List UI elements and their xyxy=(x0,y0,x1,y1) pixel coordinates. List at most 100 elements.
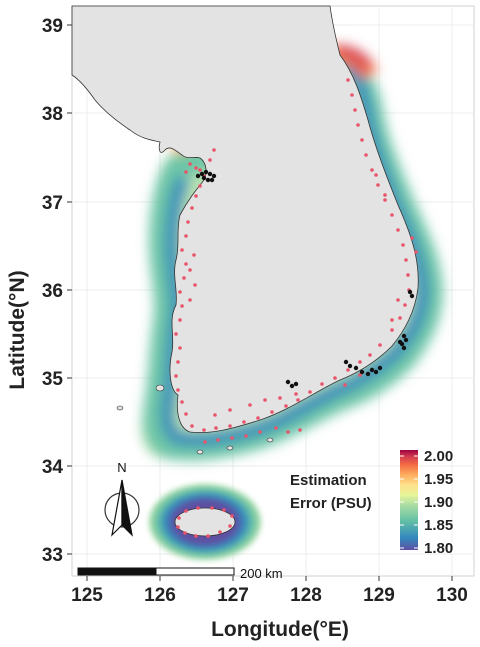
black-station-point xyxy=(401,345,407,351)
red-station-point xyxy=(308,390,312,394)
korean-peninsula-land xyxy=(71,5,419,434)
red-station-point xyxy=(188,162,192,166)
red-station-point xyxy=(390,328,394,332)
black-station-point xyxy=(409,293,415,299)
black-station-point xyxy=(203,169,209,175)
red-station-point xyxy=(176,360,180,364)
red-station-point xyxy=(194,534,198,538)
red-station-point xyxy=(184,412,188,416)
red-station-point xyxy=(383,193,387,197)
jeju-island-land xyxy=(174,507,236,537)
red-station-point xyxy=(198,184,202,188)
black-station-point xyxy=(289,383,295,389)
red-station-point xyxy=(401,243,405,247)
black-station-point xyxy=(285,379,291,385)
red-station-point xyxy=(406,273,410,277)
red-station-point xyxy=(274,426,278,430)
red-station-point xyxy=(370,168,374,172)
legend-title-line1: Estimation xyxy=(290,472,367,489)
x-axis-ticks: 125 126 127 128 129 130 xyxy=(71,576,468,606)
red-station-point xyxy=(284,404,288,408)
small-islands xyxy=(116,384,274,455)
red-station-point xyxy=(396,228,400,232)
red-station-point xyxy=(190,206,194,210)
red-station-point xyxy=(414,250,418,254)
red-station-point xyxy=(368,353,372,357)
red-station-point xyxy=(212,148,216,152)
north-arrow-right-icon xyxy=(121,479,133,537)
y-tick-label: 35 xyxy=(42,369,64,390)
red-station-point xyxy=(194,194,198,198)
legend-title-line2: Error (PSU) xyxy=(290,495,372,512)
black-station-point xyxy=(373,369,379,375)
black-station-point xyxy=(347,363,353,369)
legend-tick-label: 2.00 xyxy=(424,448,453,465)
black-station-point xyxy=(397,339,403,345)
red-station-point xyxy=(286,430,290,434)
red-station-point xyxy=(178,290,182,294)
red-station-point xyxy=(270,410,274,414)
black-station-point xyxy=(201,175,207,181)
red-station-point xyxy=(180,304,184,308)
red-station-point xyxy=(360,138,364,142)
red-station-point xyxy=(358,373,362,377)
red-station-point xyxy=(198,168,202,172)
x-tick-label: 128 xyxy=(290,585,322,606)
red-station-point xyxy=(296,398,300,402)
red-station-point xyxy=(244,434,248,438)
red-station-point xyxy=(410,236,414,240)
red-station-point xyxy=(346,78,350,82)
black-station-point xyxy=(407,289,413,295)
y-tick-label: 36 xyxy=(42,281,63,302)
red-station-points xyxy=(174,78,418,538)
red-station-point xyxy=(278,396,282,400)
red-station-point xyxy=(213,413,217,417)
red-station-point xyxy=(216,438,220,442)
red-station-point xyxy=(178,346,182,350)
red-station-point xyxy=(398,316,402,320)
red-station-point xyxy=(182,276,186,280)
legend-colorbar xyxy=(400,450,418,550)
legend-ticks: 2.00 1.95 1.90 1.85 1.80 xyxy=(400,448,453,557)
black-station-point xyxy=(353,365,359,371)
red-station-point xyxy=(186,220,190,224)
black-station-point xyxy=(205,177,211,183)
y-tick-label: 38 xyxy=(42,104,63,125)
y-tick-label: 33 xyxy=(42,545,63,566)
red-station-point xyxy=(177,516,181,520)
scale-bar-label: 200 km xyxy=(240,566,283,581)
black-station-point xyxy=(211,173,217,179)
red-station-point xyxy=(248,403,252,407)
red-station-point xyxy=(258,430,262,434)
red-station-point xyxy=(228,524,232,528)
black-station-point xyxy=(199,171,205,177)
red-station-point xyxy=(193,283,197,287)
red-station-point xyxy=(230,436,234,440)
red-station-point xyxy=(404,258,408,262)
red-station-point xyxy=(188,268,192,272)
red-station-point xyxy=(263,398,267,402)
red-station-point xyxy=(210,506,214,510)
legend-tick-label: 1.80 xyxy=(424,540,453,557)
red-station-point xyxy=(396,298,400,302)
legend-tick-label: 1.85 xyxy=(424,517,453,534)
red-station-point xyxy=(183,531,187,535)
red-station-point xyxy=(180,400,184,404)
red-station-point xyxy=(203,440,207,444)
black-station-point xyxy=(377,365,383,371)
red-station-point xyxy=(178,318,182,322)
x-tick-label: 125 xyxy=(71,585,103,606)
red-station-point xyxy=(188,298,192,302)
scale-bar xyxy=(77,567,235,576)
red-station-point xyxy=(176,525,180,529)
red-station-point xyxy=(214,426,218,430)
red-station-point xyxy=(208,158,212,162)
red-station-point xyxy=(364,153,368,157)
x-axis-title: Longitude(°E) xyxy=(211,618,349,641)
red-station-point xyxy=(294,392,298,396)
red-station-point xyxy=(298,428,302,432)
red-station-point xyxy=(242,420,246,424)
black-station-point xyxy=(293,381,299,387)
black-station-point xyxy=(403,337,409,343)
x-tick-label: 126 xyxy=(144,585,176,606)
